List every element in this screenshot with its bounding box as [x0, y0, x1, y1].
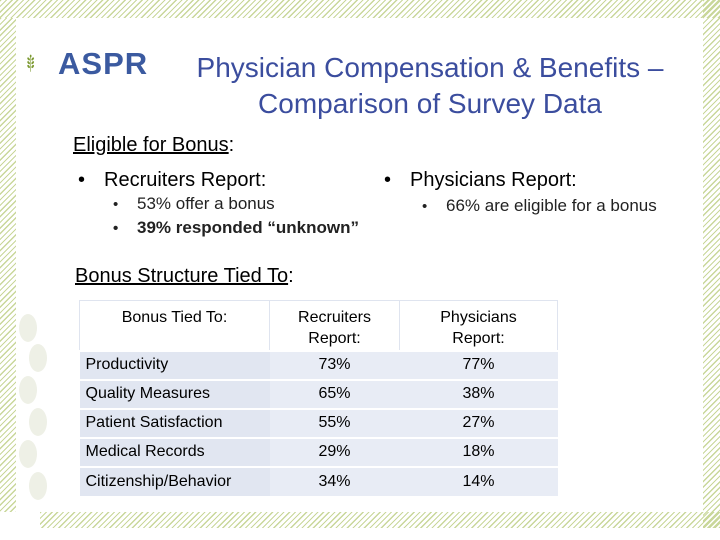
table-row: Citizenship/Behavior 34% 14%	[79, 465, 558, 496]
table-row: Productivity 73% 77%	[79, 349, 558, 380]
right-border-hatch	[703, 0, 720, 528]
bullet-icon: •	[113, 196, 119, 213]
bottom-border-hatch	[40, 512, 720, 528]
eligible-heading-colon: :	[228, 134, 235, 156]
slide-title: Physician Compensation & Benefits – Comp…	[150, 50, 710, 122]
structure-heading: Bonus Structure Tied To:	[75, 265, 294, 288]
title-line-1: Physician Compensation & Benefits –	[196, 52, 664, 83]
physicians-item-1: • 66% are eligible for a bonus	[422, 196, 657, 215]
bullet-icon: •	[384, 169, 392, 191]
recruiters-bullet: • Recruiters Report:	[78, 169, 266, 192]
physicians-bullet: • Physicians Report:	[384, 169, 577, 192]
wheat-sprig-icon	[27, 54, 34, 72]
recruiters-item-2: • 39% responded “unknown”	[113, 218, 359, 237]
table-row: Quality Measures 65% 38%	[79, 378, 558, 409]
wheat-watermark-icon	[19, 314, 47, 500]
bullet-icon: •	[78, 169, 86, 191]
physicians-label: Physicians Report:	[410, 169, 577, 191]
table-row: Patient Satisfaction 55% 27%	[79, 407, 558, 438]
recruiters-item-1: • 53% offer a bonus	[113, 194, 275, 213]
left-border-hatch	[0, 18, 16, 512]
table-row: Medical Records 29% 18%	[79, 436, 558, 467]
header-physicians: Physicians Report:	[399, 300, 558, 351]
structure-heading-colon: :	[288, 265, 294, 287]
logo-wordmark: ASPR	[58, 46, 149, 81]
bullet-icon: •	[113, 220, 119, 237]
header-bonus-tied-to: Bonus Tied To:	[79, 300, 270, 351]
table-header-row: Bonus Tied To: Recruiters Report: Physic…	[79, 300, 558, 351]
bullet-icon: •	[422, 198, 428, 215]
eligible-heading-text: Eligible for Bonus	[73, 134, 229, 156]
header-recruiters: Recruiters Report:	[269, 300, 400, 351]
recruiters-label: Recruiters Report:	[104, 169, 267, 191]
top-border-hatch	[0, 0, 720, 18]
structure-heading-text: Bonus Structure Tied To	[75, 265, 289, 287]
eligible-heading: Eligible for Bonus:	[73, 134, 234, 157]
bonus-structure-table: Bonus Tied To: Recruiters Report: Physic…	[79, 300, 558, 496]
title-line-2: Comparison of Survey Data	[258, 88, 602, 119]
